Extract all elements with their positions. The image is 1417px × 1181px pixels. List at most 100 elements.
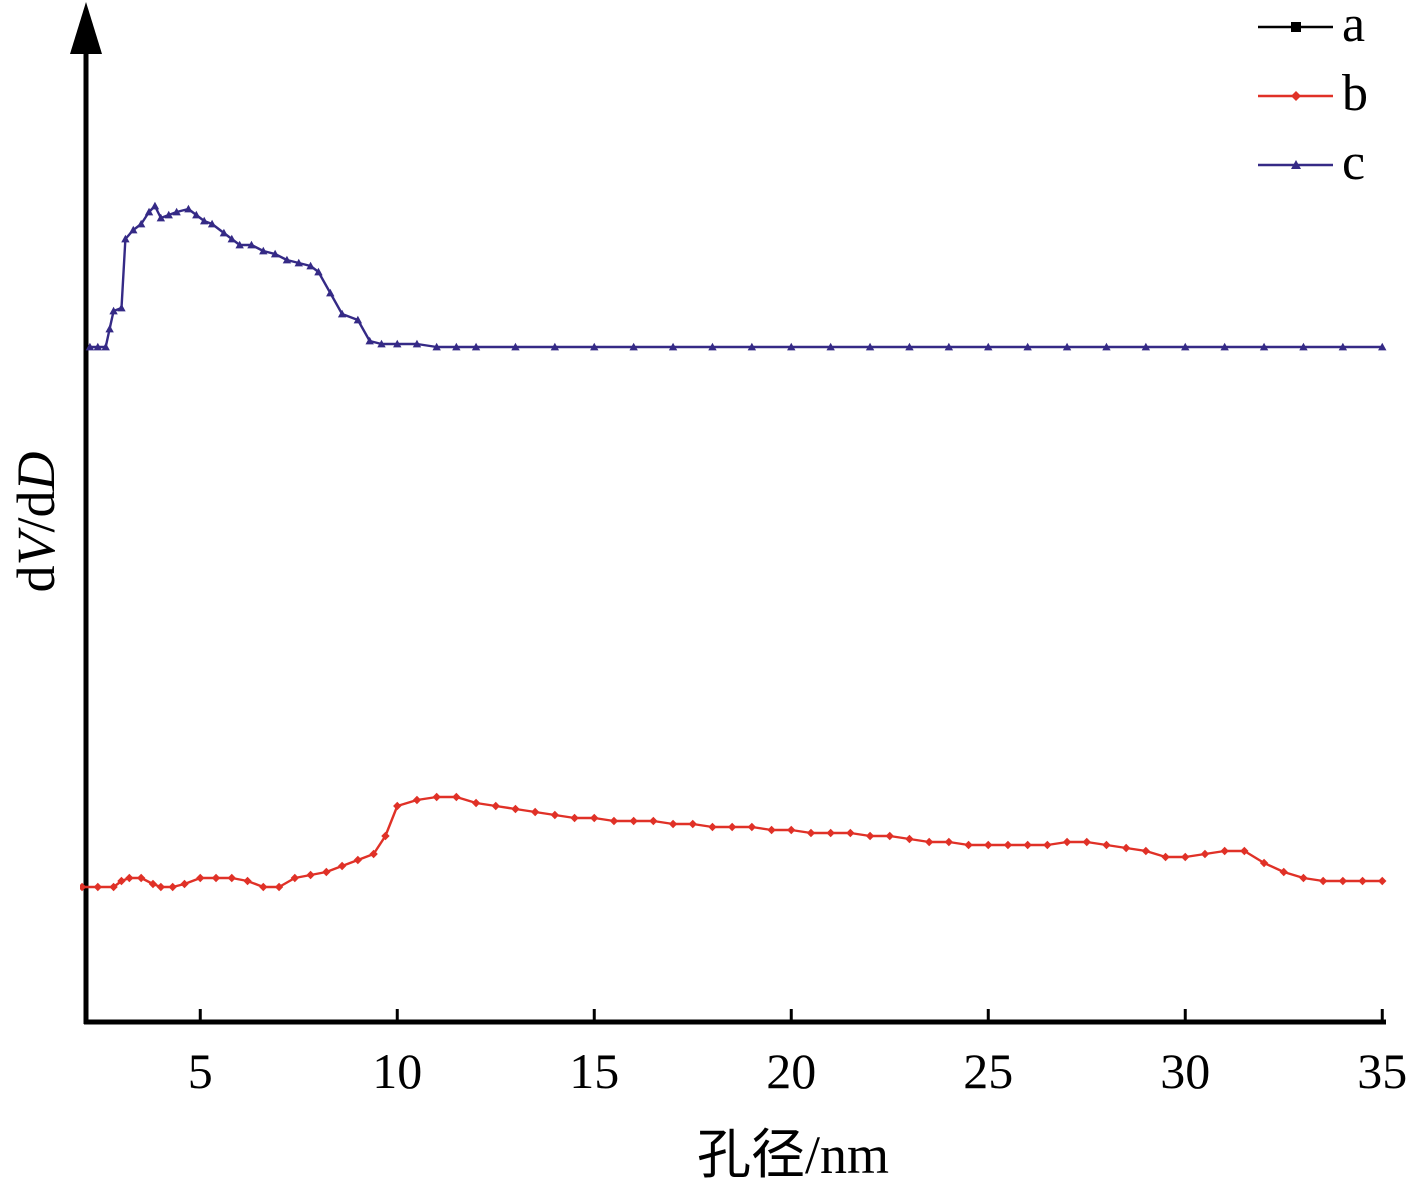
series-c-point (1062, 342, 1072, 351)
series-c-point (905, 342, 914, 351)
series-b-point (1102, 840, 1111, 850)
series-c-point (306, 261, 315, 270)
series-b-point (432, 792, 441, 802)
series-c-point (708, 342, 717, 351)
legend-label: c (1342, 134, 1365, 191)
series-b-point (727, 822, 737, 832)
axes: 5 10 15 20 25 30 35 (70, 2, 1407, 1099)
series-b-point (1062, 837, 1072, 847)
series-b-point (156, 882, 166, 892)
series-c-point (1338, 342, 1348, 351)
series-c-point (129, 225, 138, 234)
series-c-point (192, 210, 201, 219)
series-c-point (1141, 342, 1151, 351)
series-b-point (1299, 873, 1308, 883)
series-b-point (767, 825, 776, 835)
series-c-point (326, 288, 335, 297)
series-c-point (826, 342, 835, 351)
series-layer (80, 201, 1387, 892)
series-b-point (964, 840, 973, 850)
legend: abc (1258, 0, 1368, 191)
series-b-point (211, 873, 221, 883)
series-c-point (184, 204, 193, 213)
series-b-point (452, 792, 461, 802)
y-axis-title-d: d (6, 566, 66, 593)
series-b-point (885, 831, 894, 841)
series-c-point (117, 303, 126, 312)
series-b-point (649, 816, 658, 826)
x-tick-label: 35 (1357, 1043, 1407, 1099)
series-c-point (93, 342, 103, 351)
series-c-point (377, 339, 386, 348)
series-c-point (172, 207, 181, 216)
series-c-point (282, 255, 292, 264)
series-c-point (337, 309, 347, 318)
legend-item-a: a (1258, 0, 1365, 53)
series-c-point (412, 339, 422, 348)
series-c-point (109, 306, 118, 315)
legend-marker (1291, 91, 1301, 101)
series-c-point (353, 315, 363, 324)
series-c-point (432, 342, 441, 351)
series-c-point (1220, 342, 1229, 351)
y-axis-title: dV/dD (6, 451, 66, 592)
series-b-point (148, 879, 158, 889)
series-b-point (708, 822, 717, 832)
series-c-point (1378, 342, 1387, 351)
series-b-point (1161, 852, 1170, 862)
series-b-point (290, 873, 300, 883)
series-b-point (1338, 876, 1348, 886)
series-b-point (629, 816, 638, 826)
series-b-point (905, 834, 914, 844)
series-b-point (109, 882, 118, 892)
series-c-point (550, 342, 560, 351)
series-c-point (121, 234, 130, 243)
series-b-point (412, 795, 422, 805)
series-b-point (688, 819, 697, 829)
y-axis-title-slash-d: /d (6, 490, 66, 532)
series-b-point (570, 813, 579, 823)
series-b-point (125, 873, 134, 883)
x-axis-title: 孔径/nm (697, 1125, 889, 1181)
series-c (85, 201, 1387, 351)
series-b-point (1043, 840, 1052, 850)
series-b-point (1141, 846, 1151, 856)
series-b-point (846, 828, 855, 838)
series-b-point (550, 810, 560, 820)
series-b-point (1240, 846, 1249, 856)
series-c-point (85, 342, 95, 351)
series-b-point (393, 801, 402, 811)
series-c-point (235, 240, 244, 249)
legend-label: b (1342, 65, 1368, 122)
series-c-point (511, 342, 520, 351)
series-b-point (1279, 867, 1288, 877)
series-c-point (1102, 342, 1111, 351)
series-b-point (826, 828, 835, 838)
y-axis-title-v: V (6, 527, 66, 566)
series-c-point (865, 342, 875, 351)
series-c-point (944, 342, 954, 351)
series-b-point (1181, 852, 1190, 862)
legend-label: a (1342, 0, 1365, 53)
series-c-point (590, 342, 599, 351)
legend-item-b: b (1258, 65, 1368, 122)
series-c-point (219, 228, 229, 237)
series-c-point (294, 258, 303, 267)
series-b-point (668, 819, 678, 829)
series-c-point (1299, 342, 1308, 351)
series-c-point (164, 210, 173, 219)
series-b (80, 792, 1387, 892)
series-c-point (227, 234, 236, 243)
series-b-point (1358, 876, 1367, 886)
series-c-point (105, 324, 114, 333)
series-c-point (668, 342, 678, 351)
series-b-point (1200, 849, 1210, 859)
series-c-point (207, 219, 217, 228)
x-tick-label: 15 (569, 1043, 619, 1099)
series-b-point (747, 822, 757, 832)
series-b-point (1318, 876, 1328, 886)
series-b-point (787, 825, 796, 835)
series-c-point (150, 201, 160, 210)
series-c-point (247, 240, 256, 249)
series-b-point (1259, 858, 1269, 868)
